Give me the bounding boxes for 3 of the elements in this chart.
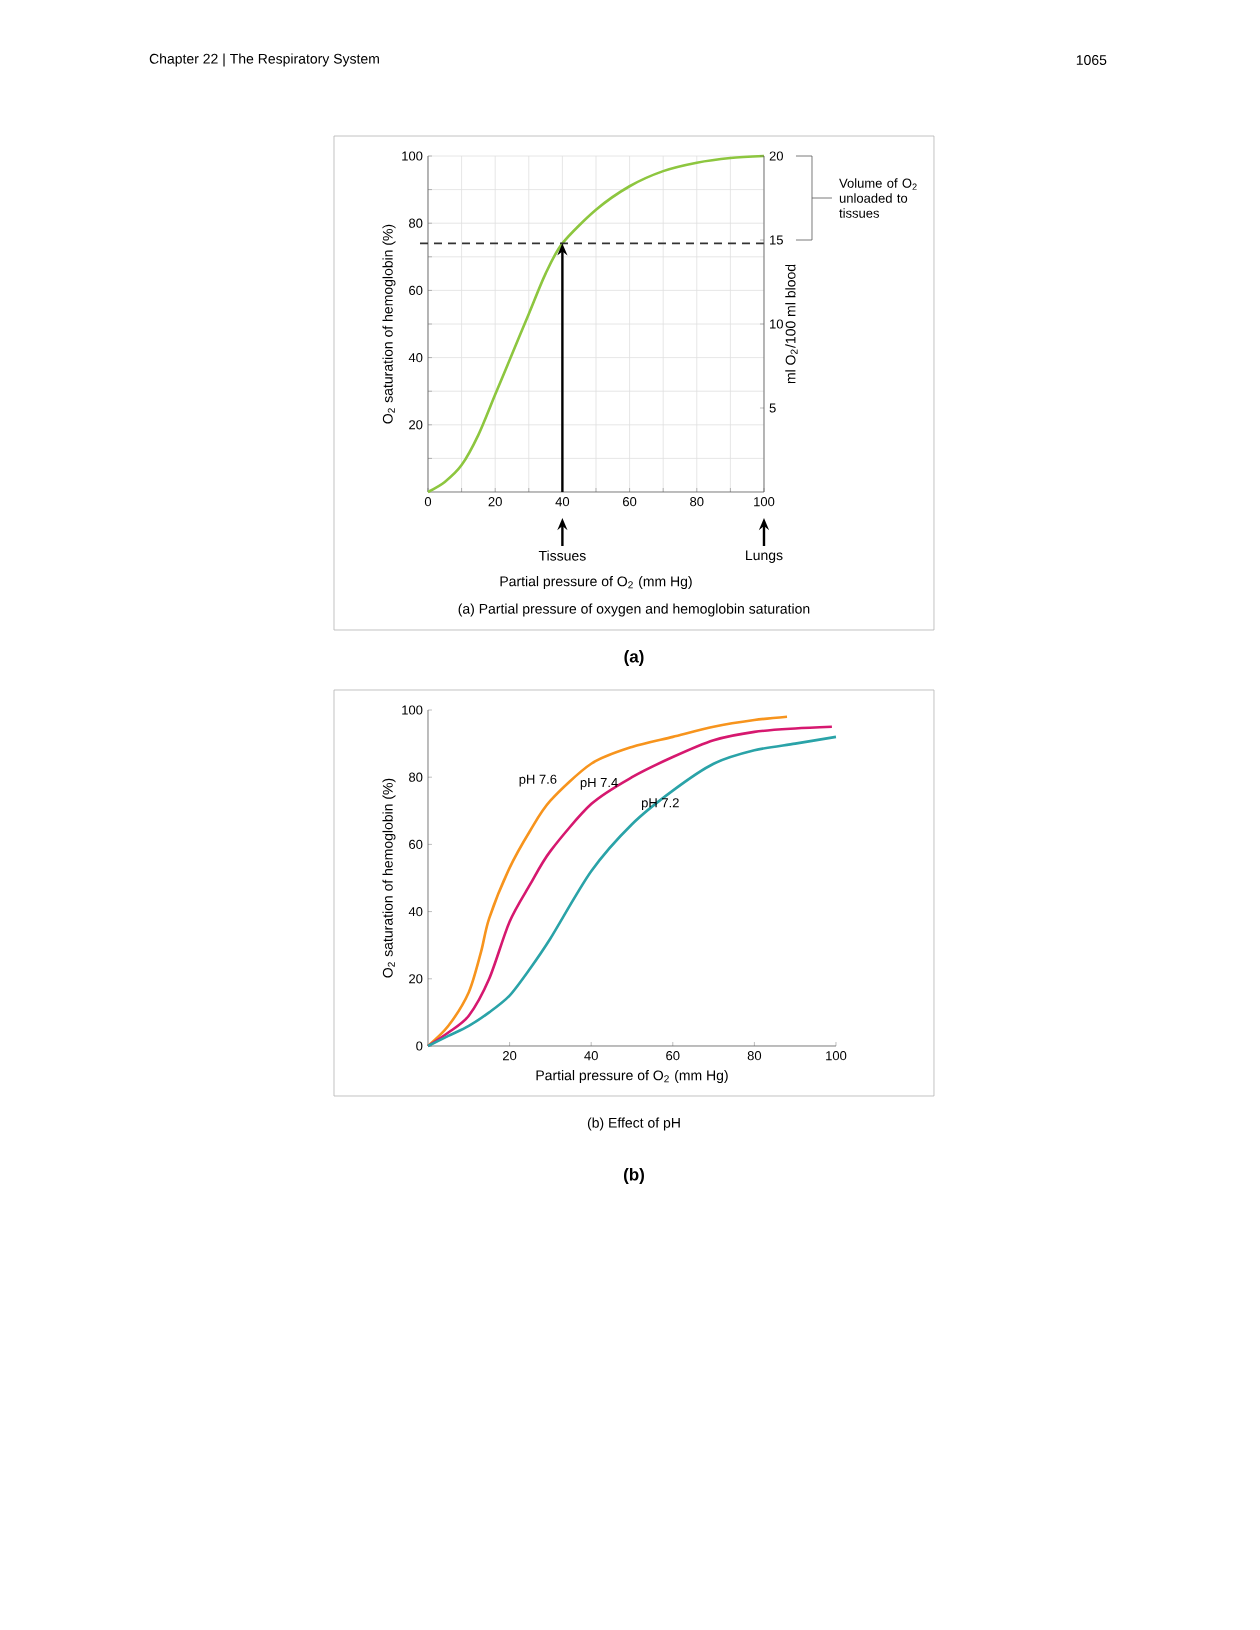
text: (a) bbox=[624, 650, 644, 666]
text: (b) bbox=[623, 1168, 644, 1184]
line-series bbox=[426, 154, 766, 494]
